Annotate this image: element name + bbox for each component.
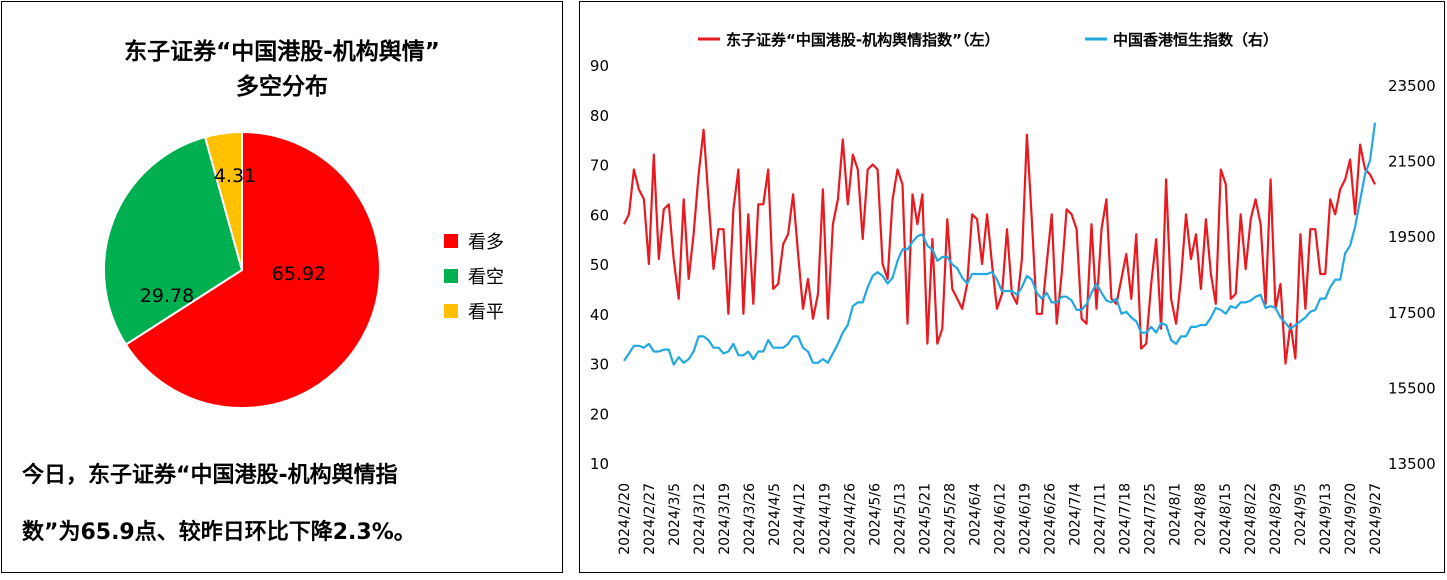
x-tick-label: 2024/6/19 <box>1018 483 1034 555</box>
x-tick-label: 2024/4/26 <box>842 483 858 555</box>
x-tick-label: 2024/7/4 <box>1068 483 1084 546</box>
x-tick-label: 2024/2/27 <box>642 483 658 555</box>
x-tick-label: 2024/5/21 <box>917 483 933 555</box>
legend-item-bullish: 看多 <box>444 228 504 254</box>
y-left-tick-label: 40 <box>590 306 609 324</box>
x-tick-label: 2024/6/26 <box>1043 483 1059 555</box>
x-tick-label: 2024/7/25 <box>1143 483 1159 555</box>
legend-swatch-neutral <box>444 304 458 318</box>
legend-label-hsi: 中国香港恒生指数（右） <box>1113 31 1278 49</box>
legend-item-neutral: 看平 <box>444 298 504 324</box>
x-tick-label: 2024/3/5 <box>667 483 683 546</box>
x-tick-label: 2024/5/6 <box>867 483 883 546</box>
pie-value-label-bullish: 65.92 <box>272 263 326 285</box>
legend-swatch-bearish <box>444 269 458 283</box>
pie-value-label-neutral: 4.31 <box>214 165 256 187</box>
x-tick-label: 2024/9/5 <box>1293 483 1309 546</box>
x-tick-label: 2024/2/20 <box>617 483 633 555</box>
y-right-tick-label: 13500 <box>1388 455 1436 473</box>
y-left-tick-label: 10 <box>590 455 609 473</box>
y-left-tick-label: 60 <box>590 206 609 224</box>
pie-chart: 65.92 29.78 4.31 <box>103 130 381 409</box>
pie-chart-panel: 东子证券“中国港股-机构舆情” 多空分布 65.92 29.78 4.31 看多 看… <box>1 1 563 573</box>
x-tick-label: 2024/5/28 <box>942 483 958 555</box>
x-tick-label: 2024/6/4 <box>967 483 983 546</box>
pie-slice-neutral <box>203 130 243 271</box>
x-tick-label: 2024/5/13 <box>892 483 908 555</box>
y-right-tick-label: 23500 <box>1388 77 1436 95</box>
line-chart-panel: 东子证券“中国港股-机构舆情指数”（左） 中国香港恒生指数（右） 10 20 30 4… <box>579 1 1445 573</box>
x-tick-label: 2024/6/12 <box>993 483 1009 555</box>
legend-label-bearish: 看空 <box>468 267 504 288</box>
legend-label-bullish: 看多 <box>468 232 504 253</box>
x-tick-label: 2024/3/26 <box>742 483 758 555</box>
legend-label-neutral: 看平 <box>468 302 504 323</box>
x-tick-label: 2024/3/19 <box>717 483 733 555</box>
y-right-tick-label: 15500 <box>1388 379 1436 397</box>
x-tick-label: 2024/7/11 <box>1093 483 1109 555</box>
x-tick-label: 2024/8/1 <box>1168 483 1184 546</box>
y-left-tick-label: 30 <box>590 356 609 374</box>
x-tick-label: 2024/3/12 <box>692 483 708 555</box>
y-left-tick-label: 90 <box>590 57 609 75</box>
line-chart: 东子证券“中国港股-机构舆情指数”（左） 中国香港恒生指数（右） 10 20 30 4… <box>590 31 1436 555</box>
x-tick-label: 2024/8/8 <box>1193 483 1209 546</box>
x-tick-label: 2024/8/29 <box>1268 483 1284 555</box>
pie-title-line1: 东子证券“中国港股-机构舆情” <box>124 39 440 65</box>
legend-item-bearish: 看空 <box>444 263 504 289</box>
pie-slice-bullish <box>124 130 381 409</box>
x-tick-label: 2024/4/12 <box>792 483 808 555</box>
legend-label-sentiment: 东子证券“中国港股-机构舆情指数”（左） <box>726 31 999 49</box>
y-left-tick-label: 70 <box>590 157 609 175</box>
summary-line2: 数”为65.9点、较昨日环比下降2.3%。 <box>22 520 416 545</box>
y-left-tick-label: 20 <box>590 405 609 423</box>
y-right-tick-label: 19500 <box>1388 228 1436 246</box>
x-tick-label: 2024/9/27 <box>1368 483 1384 555</box>
x-tick-label: 2024/7/18 <box>1118 483 1134 555</box>
x-tick-label: 2024/4/19 <box>817 483 833 555</box>
x-tick-label: 2024/9/13 <box>1318 483 1334 555</box>
series-line-hang-seng-index <box>623 122 1377 366</box>
pie-slice-bearish <box>103 135 244 346</box>
x-tick-label: 2024/8/22 <box>1243 483 1259 555</box>
y-right-tick-label: 17500 <box>1388 304 1436 322</box>
x-tick-label: 2024/4/5 <box>767 483 783 546</box>
y-left-tick-label: 80 <box>590 107 609 125</box>
pie-value-label-bearish: 29.78 <box>140 285 194 307</box>
legend-swatch-bullish <box>444 234 458 248</box>
y-left-tick-label: 50 <box>590 256 609 274</box>
pie-title-line2: 多空分布 <box>236 74 328 100</box>
y-right-tick-label: 21500 <box>1388 153 1436 171</box>
summary-line1: 今日，东子证券“中国港股-机构舆情指 <box>22 463 398 488</box>
x-tick-label: 2024/8/15 <box>1218 483 1234 555</box>
series-line-sentiment-index <box>623 128 1376 365</box>
x-tick-label: 2024/9/20 <box>1343 483 1359 555</box>
